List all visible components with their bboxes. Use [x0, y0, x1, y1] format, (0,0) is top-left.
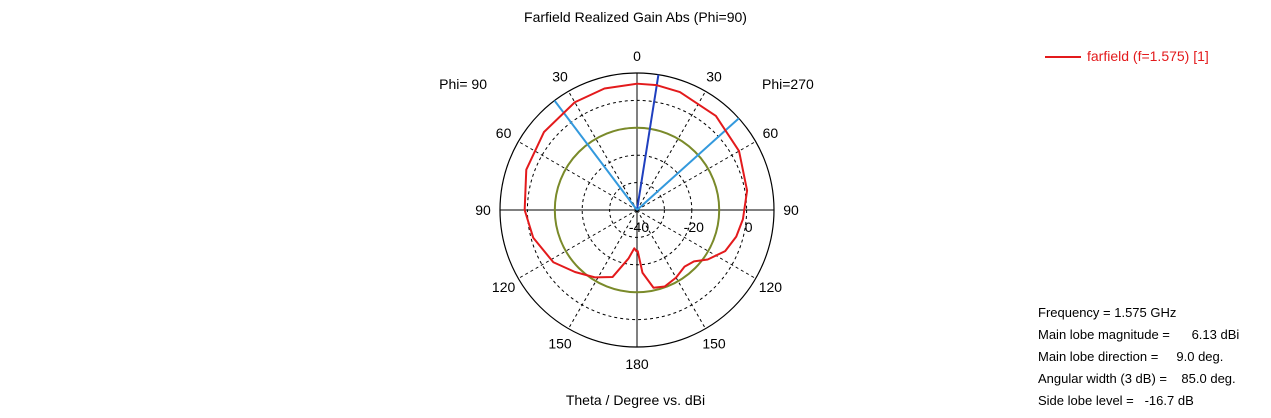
grid-spoke [636, 141, 756, 211]
radial-tick-label: -40 [629, 219, 649, 235]
phi-90-label: Phi= 90 [439, 76, 487, 92]
grid-spoke [636, 209, 706, 329]
reference-circle [553, 126, 721, 294]
angle-tick-label: 120 [759, 279, 783, 295]
info-main-lobe-direction: Main lobe direction = 9.0 deg. [1038, 349, 1224, 364]
angle-tick-label: 180 [625, 356, 649, 372]
chart-title: Farfield Realized Gain Abs (Phi=90) [524, 9, 747, 25]
main-lobe-direction-marker [636, 74, 660, 211]
grid-spoke [568, 209, 638, 329]
phi-270-label: Phi=270 [762, 76, 814, 92]
angle-tick-label: 90 [783, 202, 799, 218]
legend-label-farfield: farfield (f=1.575) [1] [1087, 48, 1209, 64]
angle-tick-label: 30 [706, 69, 722, 85]
legend-swatch-farfield [1045, 56, 1081, 58]
info-frequency: Frequency = 1.575 GHz [1038, 305, 1177, 320]
series-line-farfield [523, 82, 749, 289]
info-side-lobe-level: Side lobe level = -16.7 dB [1038, 393, 1194, 408]
angle-tick-label: 120 [492, 279, 516, 295]
angle-tick-label: 60 [496, 125, 512, 141]
angle-tick-label: 60 [763, 125, 779, 141]
angle-tick-label: 0 [633, 48, 641, 64]
angle-tick-label: 150 [548, 335, 572, 351]
grid-spoke [518, 141, 638, 211]
info-main-lobe-magnitude: Main lobe magnitude = 6.13 dBi [1038, 327, 1240, 342]
grid-spoke [568, 91, 638, 211]
grid-spoke [518, 209, 638, 279]
beamwidth-marker [636, 117, 740, 211]
radial-tick-label: 0 [745, 219, 753, 235]
grid-spoke [636, 91, 706, 211]
angle-tick-label: 150 [702, 335, 726, 351]
info-panel: Frequency = 1.575 GHz Main lobe magnitud… [1038, 302, 1239, 412]
beamwidth-marker [553, 99, 638, 211]
info-angular-width: Angular width (3 dB) = 85.0 deg. [1038, 371, 1236, 386]
outer-circle [499, 72, 775, 348]
radial-tick-label: -20 [684, 219, 704, 235]
x-axis-caption: Theta / Degree vs. dBi [565, 392, 706, 408]
grid-spoke [636, 209, 756, 279]
angle-tick-label: 30 [552, 69, 568, 85]
angle-tick-label: 90 [475, 202, 491, 218]
